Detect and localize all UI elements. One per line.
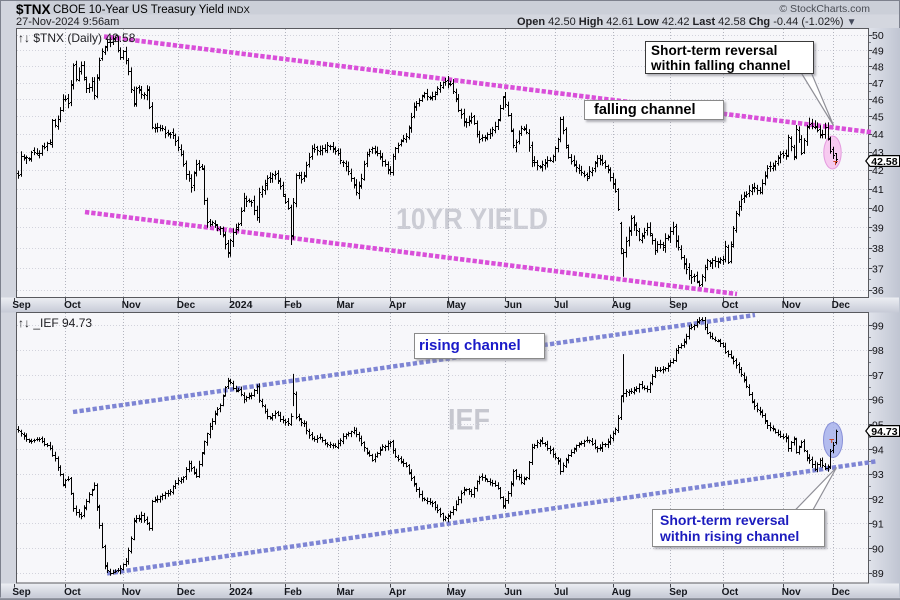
svg-text:Jul: Jul	[554, 587, 569, 598]
svg-text:IEF: IEF	[448, 404, 490, 437]
svg-text:40: 40	[872, 203, 884, 215]
svg-text:Feb: Feb	[284, 300, 302, 311]
svg-text:Nov: Nov	[782, 587, 801, 598]
svg-text:Jul: Jul	[554, 300, 569, 311]
svg-text:May: May	[447, 587, 467, 598]
svg-text:Aug: Aug	[612, 300, 631, 311]
svg-text:Dec: Dec	[832, 300, 851, 311]
svg-text:Sep: Sep	[12, 300, 30, 311]
svg-text:38: 38	[872, 243, 884, 255]
svg-text:91: 91	[872, 519, 884, 531]
svg-text:Nov: Nov	[122, 300, 141, 311]
svg-text:Dec: Dec	[177, 300, 196, 311]
svg-text:May: May	[447, 300, 467, 311]
svg-text:94.73: 94.73	[871, 426, 897, 438]
svg-text:Mar: Mar	[337, 300, 355, 311]
svg-text:47: 47	[872, 78, 884, 90]
svg-text:97: 97	[872, 370, 884, 382]
svg-text:Oct: Oct	[722, 300, 739, 311]
svg-text:50: 50	[872, 30, 884, 42]
svg-text:42.58: 42.58	[871, 156, 897, 168]
svg-text:Oct: Oct	[722, 587, 739, 598]
svg-text:Aug: Aug	[612, 587, 631, 598]
svg-text:Jun: Jun	[504, 300, 522, 311]
svg-text:Jun: Jun	[504, 587, 522, 598]
svg-text:36: 36	[872, 285, 884, 297]
svg-text:Nov: Nov	[122, 587, 141, 598]
svg-text:37: 37	[872, 264, 884, 276]
svg-text:Sep: Sep	[669, 300, 687, 311]
svg-text:89: 89	[872, 568, 884, 580]
svg-text:92: 92	[872, 494, 884, 506]
svg-text:43: 43	[872, 147, 884, 159]
svg-text:Sep: Sep	[12, 587, 30, 598]
svg-text:45: 45	[872, 112, 884, 124]
svg-text:Nov: Nov	[782, 300, 801, 311]
svg-text:2024: 2024	[229, 586, 253, 598]
svg-text:42: 42	[872, 165, 884, 177]
svg-text:44: 44	[872, 129, 884, 141]
svg-text:41: 41	[872, 184, 884, 196]
svg-text:99: 99	[872, 320, 884, 332]
svg-text:2024: 2024	[229, 299, 253, 311]
svg-text:10YR YIELD: 10YR YIELD	[396, 203, 548, 236]
svg-text:94: 94	[872, 444, 884, 456]
svg-text:Apr: Apr	[389, 587, 406, 598]
svg-text:96: 96	[872, 395, 884, 407]
svg-text:Oct: Oct	[64, 300, 81, 311]
svg-text:Dec: Dec	[177, 587, 196, 598]
svg-text:98: 98	[872, 345, 884, 357]
svg-text:Sep: Sep	[669, 587, 687, 598]
svg-text:93: 93	[872, 469, 884, 481]
svg-text:Oct: Oct	[64, 587, 81, 598]
svg-text:Dec: Dec	[832, 587, 851, 598]
svg-text:48: 48	[872, 62, 884, 74]
svg-text:39: 39	[872, 223, 884, 235]
svg-text:49: 49	[872, 46, 884, 58]
svg-text:Feb: Feb	[284, 587, 302, 598]
svg-text:46: 46	[872, 95, 884, 107]
svg-text:Apr: Apr	[389, 300, 406, 311]
svg-text:Mar: Mar	[337, 587, 355, 598]
svg-text:90: 90	[872, 543, 884, 555]
